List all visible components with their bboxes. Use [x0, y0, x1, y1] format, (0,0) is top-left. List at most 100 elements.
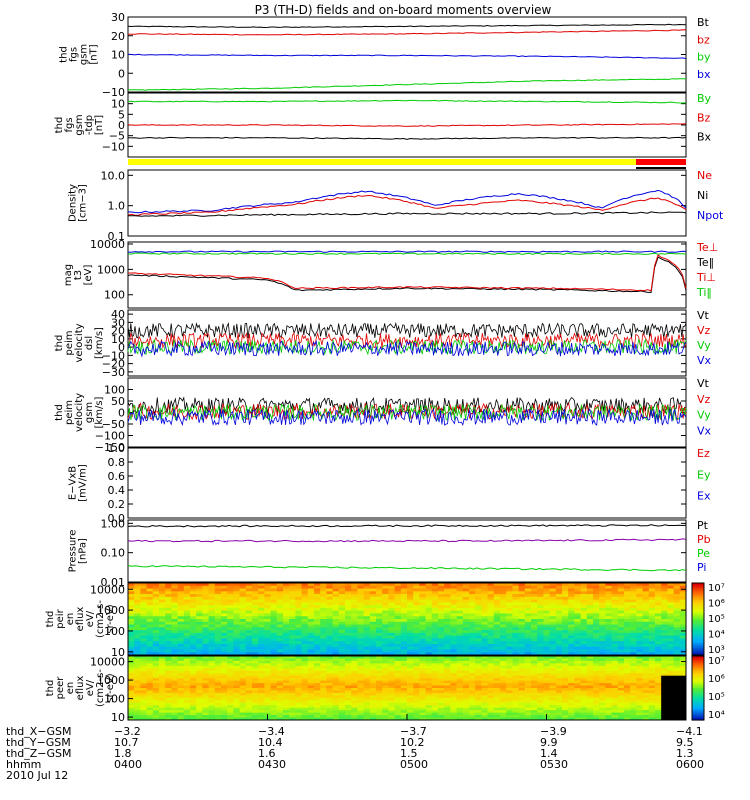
spectrogram-cell — [338, 652, 346, 656]
spectrogram-cell — [171, 695, 179, 699]
spectrogram-cell — [462, 627, 470, 631]
spectrogram-cell — [611, 607, 619, 612]
spectrogram-cell — [481, 705, 489, 709]
spectrogram-cell — [140, 678, 148, 682]
spectrogram-cell — [630, 680, 637, 684]
spectrogram-cell — [537, 591, 544, 595]
spectrogram-cell — [642, 602, 650, 606]
spectrogram-cell — [301, 656, 309, 659]
spectrogram-cell — [599, 621, 606, 626]
spectrogram-cell — [159, 585, 166, 590]
spectrogram-cell — [636, 616, 644, 620]
spectrogram-cell — [202, 641, 210, 645]
spectrogram-cell — [586, 624, 594, 628]
spectrogram-cell — [574, 656, 582, 659]
y-axis-label-line: dsl — [84, 336, 95, 350]
spectrogram-cell — [462, 630, 470, 634]
spectrogram-cell — [611, 610, 619, 614]
spectrogram-cell — [549, 652, 557, 656]
spectrogram-cell — [190, 712, 197, 716]
spectrogram-cell — [190, 638, 197, 642]
spectrogram-cell — [574, 583, 582, 587]
spectrogram-cell — [190, 705, 197, 709]
spectrogram-cell — [394, 656, 402, 659]
spectrogram-cell — [413, 685, 420, 689]
spectrogram-cell — [555, 695, 563, 699]
spectrogram-cell — [462, 712, 470, 716]
spectrogram-cell — [202, 616, 210, 620]
spectrogram-cell — [140, 646, 148, 650]
spectrogram-cell — [140, 585, 148, 590]
spectrogram-cell — [295, 702, 303, 706]
spectrogram-cell — [481, 649, 489, 653]
spectrogram-cell — [580, 705, 588, 709]
spectrogram-cell — [190, 627, 197, 631]
spectrogram-cell — [276, 705, 284, 709]
spectrogram-cell — [469, 712, 476, 716]
spectrogram-cell — [400, 665, 408, 669]
spectrogram-cell — [617, 712, 625, 716]
spectrogram-cell — [314, 605, 321, 609]
spectrogram-cell — [630, 707, 637, 711]
spectrogram-cell — [276, 675, 284, 679]
spectrogram-cell — [171, 660, 179, 664]
spectrogram-cell — [555, 643, 563, 648]
spectrogram-cell — [599, 583, 606, 587]
spectrogram-cell — [425, 630, 433, 634]
spectrogram-cell — [450, 630, 458, 634]
spectrogram-cell — [252, 596, 259, 601]
spectrogram-cell — [140, 616, 148, 620]
spectrogram-cell — [407, 619, 414, 623]
spectrogram-cell — [351, 707, 358, 711]
spectrogram-cell — [450, 646, 458, 650]
spectrogram-cell — [642, 697, 650, 701]
spectrogram-cell — [555, 702, 563, 706]
spectrogram-cell — [134, 700, 141, 704]
spectrogram-cell — [152, 638, 160, 642]
spectrogram-cell — [481, 641, 489, 645]
panel-frame — [127, 519, 687, 583]
spectrogram-cell — [258, 680, 265, 684]
spectrogram-cell — [624, 697, 631, 701]
spectrogram-cell — [221, 683, 228, 687]
spectrogram-cell — [190, 594, 197, 598]
spectrogram-cell — [301, 619, 309, 623]
spectrogram-cell — [661, 710, 668, 714]
spectrogram-cell — [177, 673, 185, 677]
spectrogram-cell — [345, 697, 352, 701]
spectrogram-cell — [264, 649, 272, 653]
spectrogram-cell — [636, 665, 644, 669]
spectrogram-cell — [388, 619, 396, 623]
spectrogram-cell — [295, 683, 303, 687]
spectrogram-cell — [134, 695, 141, 699]
spectrogram-cell — [617, 702, 625, 706]
spectrogram-cell — [326, 697, 334, 701]
spectrogram-cell — [177, 621, 185, 626]
spectrogram-cell — [307, 599, 315, 603]
spectrogram-cell — [388, 683, 396, 687]
spectrogram-cell — [221, 624, 228, 628]
spectrogram-cell — [196, 594, 203, 598]
spectrogram-cell — [239, 665, 247, 669]
spectrogram-cell — [183, 673, 191, 677]
spectrogram-cell — [518, 583, 526, 587]
spectrogram-cell — [165, 670, 172, 674]
spectrogram-cell — [611, 702, 619, 706]
spectrogram-cell — [518, 599, 526, 603]
spectrogram-cell — [183, 643, 191, 648]
spectrogram-cell — [233, 717, 241, 721]
spectrogram-cell — [555, 692, 563, 696]
colorbar-segment — [692, 690, 704, 693]
spectrogram-cell — [400, 702, 408, 706]
y-axis-label-line: [km/s] — [94, 396, 105, 428]
spectrogram-cell — [413, 635, 420, 639]
spectrogram-cell — [338, 678, 346, 682]
spectrogram-cell — [152, 700, 160, 704]
spectrogram-cell — [227, 632, 234, 637]
spectrogram-cell — [444, 646, 451, 650]
spectrogram-cell — [580, 710, 588, 714]
spectrogram-cell — [512, 621, 520, 626]
spectrogram-cell — [537, 605, 544, 609]
spectrogram-cell — [630, 663, 637, 667]
spectrogram-cell — [190, 621, 197, 626]
